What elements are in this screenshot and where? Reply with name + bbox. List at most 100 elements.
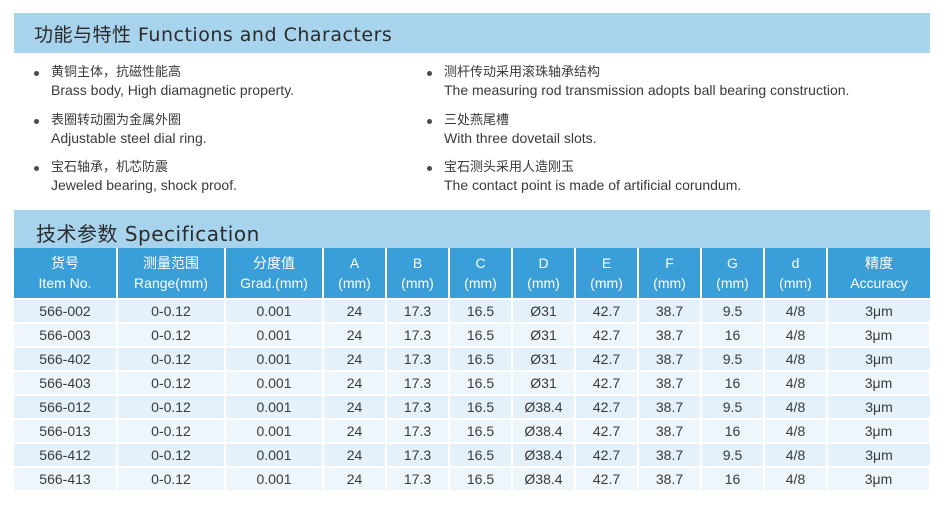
column-header-primary: C [475,255,486,271]
table-cell: 3μm [827,466,931,490]
table-cell: 16 [701,466,765,490]
table-cell: 0-0.12 [117,322,226,347]
table-cell: 0.001 [225,346,324,371]
table-cell: 17.3 [386,346,450,371]
feature-cn: 黄铜主体，抗磁性能高 [51,65,182,80]
column-header-primary: 精度 [865,255,893,271]
specification-title: 技术参数 Specification [36,221,260,246]
table-cell: 38.7 [638,322,702,347]
table-cell: 38.7 [638,442,702,467]
table-cell: 16.5 [449,466,513,490]
column-header: 测量范围 Range(mm) [117,248,226,299]
specification-header: 技术参数 Specification [14,210,930,248]
table-cell: 16.5 [449,346,513,371]
table-cell: 24 [323,394,387,419]
table-cell: 0.001 [225,466,324,490]
column-header: B (mm) [386,248,450,299]
table-cell: 38.7 [638,370,702,395]
table-cell: 0-0.12 [117,466,226,490]
column-header-secondary: Accuracy [850,275,908,291]
table-cell: 4/8 [764,418,828,443]
table-cell: 16.5 [449,322,513,347]
table-cell: 16.5 [449,442,513,467]
table-cell: Ø31 [512,370,576,395]
table-cell: 24 [323,418,387,443]
table-cell: 16.5 [449,298,513,323]
feature-en: Jeweled bearing, shock proof. [51,177,237,193]
feature-cn: 测杆传动采用滚珠轴承结构 [444,65,601,80]
column-header: F (mm) [638,248,702,299]
table-cell: 38.7 [638,298,702,323]
table-cell: 3μm [827,346,930,371]
feature-item: 表圈转动圈为金属外圈 Adjustable steel dial ring. [30,112,490,160]
table-cell: Ø38.4 [512,418,576,443]
table-cell: 4/8 [764,466,828,490]
table-cell: Ø38.4 [512,394,576,419]
feature-en: Adjustable steel dial ring. [51,129,207,146]
table-row: 566-013 0-0.12 0.001 24 17.3 16.5 Ø38.4 42.7 38.… [14,418,931,443]
table-cell: 566-403 [14,370,118,395]
feature-cn: 表圈转动圈为金属外圈 [51,112,182,128]
column-header-primary: F [665,255,674,271]
table-cell: 24 [323,346,387,371]
table-row: 566-412 0-0.12 0.001 24 17.3 16.5 Ø38.4 42.7 38.… [14,442,930,467]
table-cell: 16.5 [449,418,513,443]
column-header-secondary: (mm) [401,275,434,291]
table-cell: 4/8 [764,394,828,419]
column-header: A (mm) [323,248,387,299]
table-cell: 16 [701,322,765,347]
specification-table: 货号 Item No. 测量范围 Range(mm) 分度值 Grad.(mm) A (mm)… [14,248,931,490]
table-cell: 24 [323,370,387,395]
table-cell: 42.7 [575,466,639,490]
table-cell: 9.5 [701,298,765,323]
table-cell: Ø31 [512,298,576,323]
table-cell: 9.5 [701,442,765,467]
table-cell: 42.7 [575,322,639,347]
table-cell: 3μm [827,442,930,467]
table-row: 566-012 0-0.12 0.001 24 17.3 16.5 Ø38.4 42.7 38.… [14,394,930,419]
column-header-primary: A [349,255,360,271]
table-cell: 0.001 [225,298,324,323]
table-cell: 4/8 [764,442,828,467]
table-cell: 566-413 [14,466,118,490]
table-cell: 3μm [827,394,930,419]
table-cell: 16.5 [449,394,513,419]
column-header: d (mm) [764,248,828,299]
feature-cn: 三处燕尾槽 [444,112,510,128]
table-cell: 566-003 [14,322,118,347]
table-cell: 42.7 [575,418,639,443]
table-cell: 42.7 [575,370,639,395]
column-header: G (mm) [701,248,765,299]
table-cell: 566-012 [14,394,118,419]
column-header: E (mm) [575,248,639,299]
table-cell: 0-0.12 [117,370,226,395]
column-header-secondary: (mm) [338,275,371,291]
feature-en: The measuring rod transmission adopts ba… [444,82,850,98]
table-cell: 4/8 [764,298,828,323]
table-cell: 24 [323,442,387,467]
bullet-icon [34,166,39,171]
column-header-secondary: Item No. [38,275,92,291]
table-cell: 0.001 [225,322,324,347]
table-cell: 9.5 [701,394,765,419]
table-cell: 0-0.12 [117,298,226,323]
bullet-icon [34,71,39,76]
table-cell: 24 [323,466,387,490]
table-cell: 38.7 [638,394,702,419]
table-row: 566-002 0-0.12 0.001 24 17.3 16.5 Ø31 42.7 38.7 9… [14,298,930,323]
column-header-secondary: (mm) [464,275,497,291]
functions-header: 功能与特性 Functions and Characters [14,13,930,53]
table-cell: Ø38.4 [512,442,576,467]
column-header: 精度 Accuracy [827,248,930,299]
table-cell: 566-412 [14,442,118,467]
feature-item: 三处燕尾槽 With three dovetail slots. [423,112,933,160]
table-cell: 16 [701,418,765,443]
table-row: 566-003 0-0.12 0.001 24 17.3 16.5 Ø31 42.7 38.7 1… [14,322,931,347]
table-cell: 17.3 [386,394,450,419]
table-cell: 16.5 [449,370,513,395]
table-row: 566-403 0-0.12 0.001 24 17.3 16.5 Ø31 42.7 38.7 1… [14,370,931,395]
table-cell: 17.3 [386,442,450,467]
table-row: 566-402 0-0.12 0.001 24 17.3 16.5 Ø31 42.7 38.7 9… [14,346,930,371]
table-cell: 0.001 [225,442,324,467]
features-right-column: 测杆传动采用滚珠轴承结构 The measuring rod transmiss… [423,64,933,207]
